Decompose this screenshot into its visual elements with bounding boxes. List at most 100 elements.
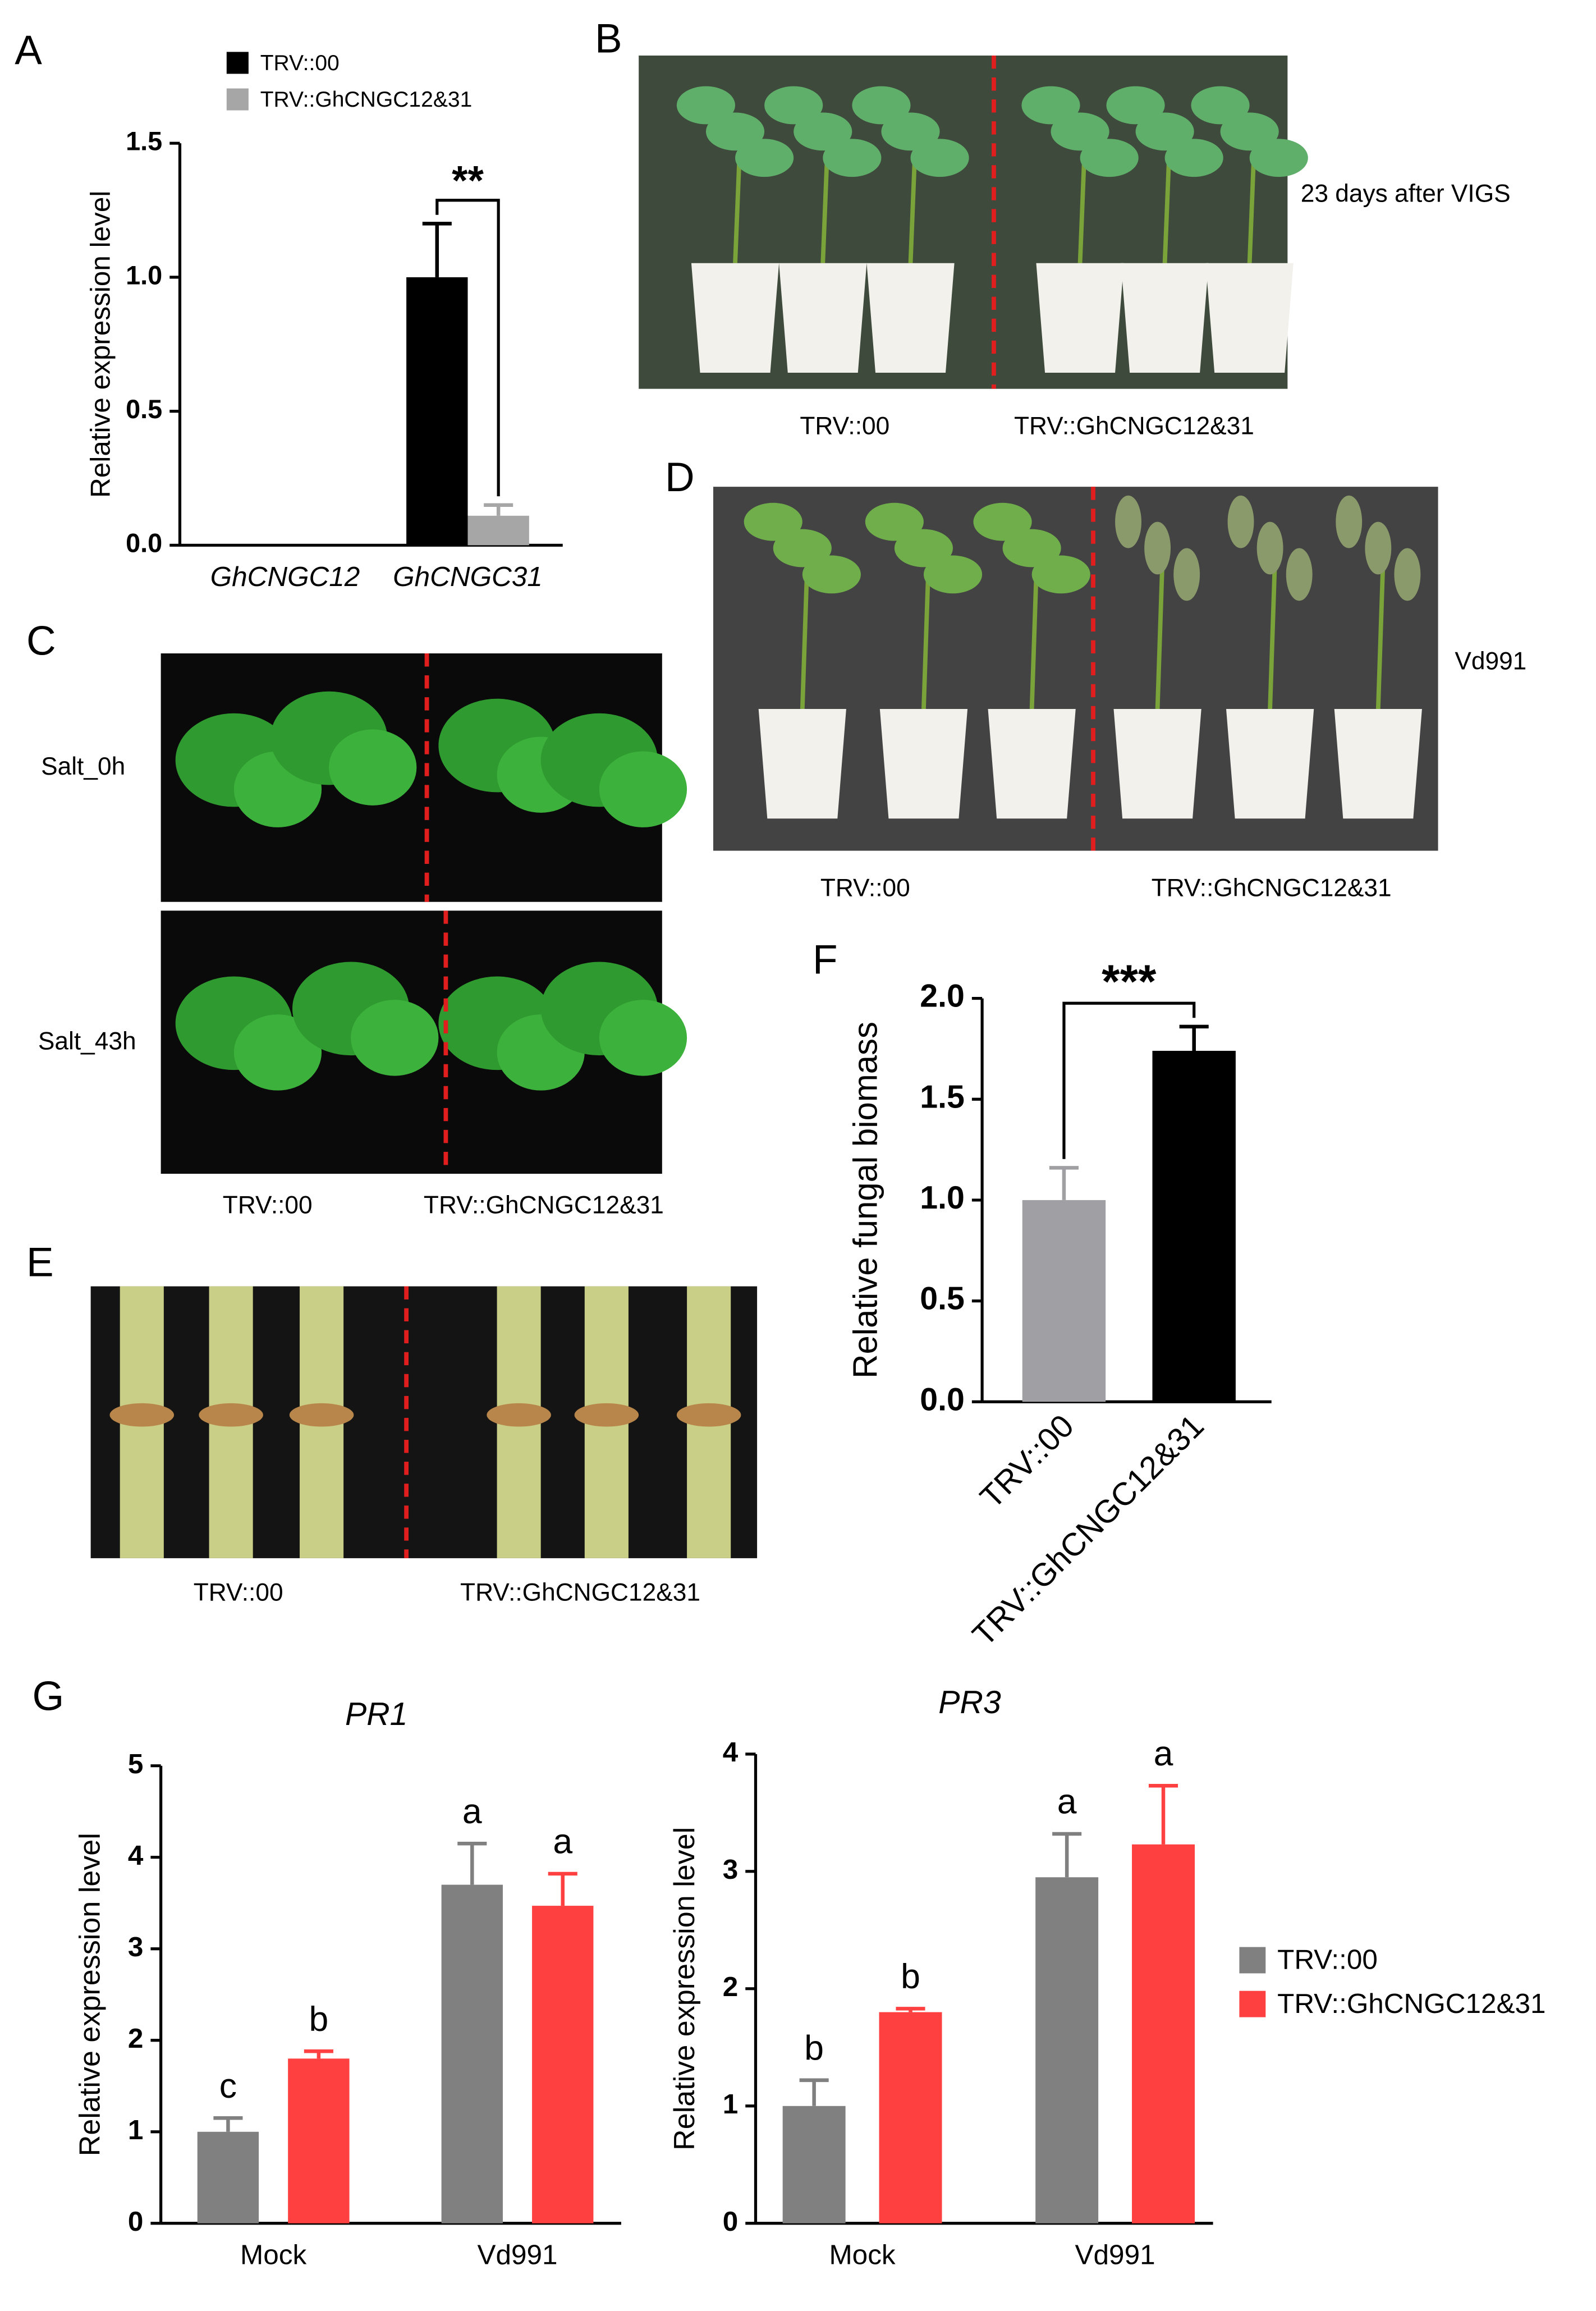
y-tick-label: 2 [128, 2023, 144, 2054]
y-tick-label: 0 [723, 2206, 739, 2237]
leaf [865, 502, 924, 541]
pot [779, 263, 867, 373]
bar [782, 2106, 846, 2223]
leaf [894, 529, 953, 568]
bar [1035, 1877, 1099, 2223]
y-tick-label: 0 [128, 2206, 144, 2237]
photo-caption: TRV::GhCNGC12&31 [1014, 412, 1254, 440]
node [199, 1403, 263, 1427]
x-tick-label: TRV::GhCNGC12&31 [966, 1408, 1211, 1653]
legend-label: TRV::GhCNGC12&31 [260, 88, 473, 112]
panel-label: B [595, 16, 622, 62]
pot [1205, 263, 1294, 373]
photo-caption: TRV::GhCNGC12&31 [424, 1191, 664, 1219]
leaf [1031, 555, 1090, 594]
significance-letter: b [309, 1999, 328, 2039]
significance-mark: ** [452, 158, 484, 203]
leaf [881, 112, 940, 151]
bar [406, 277, 468, 546]
leaf [1021, 86, 1080, 125]
photo-row-label: Salt_0h [41, 753, 125, 780]
leaf [351, 1000, 439, 1076]
legend-swatch [226, 52, 249, 74]
significance-letter: c [219, 2066, 237, 2106]
leaf [599, 1000, 687, 1076]
leaf [1135, 112, 1194, 151]
leaf [1002, 529, 1061, 568]
pot [1121, 263, 1209, 373]
leaf [773, 529, 832, 568]
photo-decor [109, 86, 1422, 1558]
photo-caption: TRV::GhCNGC12&31 [460, 1578, 700, 1606]
bar [288, 2058, 350, 2223]
leaf [1173, 548, 1200, 601]
x-tick-label: Mock [240, 2240, 306, 2271]
x-tick-label: TRV::00 [973, 1408, 1081, 1516]
y-tick-label: 2.0 [920, 978, 965, 1014]
x-tick-label: Vd991 [1075, 2240, 1155, 2271]
significance-letter: a [553, 1822, 572, 1861]
y-tick-label: 0.5 [126, 395, 162, 424]
y-tick-label: 2 [723, 1971, 739, 2002]
leaf [329, 729, 417, 806]
bar [197, 2131, 259, 2223]
pot [1334, 708, 1422, 819]
pot [1036, 263, 1124, 373]
leaf [802, 555, 861, 594]
node [487, 1403, 551, 1427]
photo-caption: TRV::00 [820, 874, 910, 901]
leaf [910, 139, 969, 177]
legend-swatch [1239, 1990, 1266, 2017]
leaf [1256, 521, 1283, 575]
x-tick-label: Vd991 [477, 2240, 557, 2271]
significance-letter: a [462, 1792, 482, 1831]
pot [1113, 708, 1201, 819]
leaf [233, 1014, 322, 1091]
node [109, 1403, 175, 1427]
leaf [599, 751, 687, 827]
leaf [1220, 112, 1279, 151]
panel-label: E [26, 1239, 54, 1285]
leaf [1249, 139, 1308, 177]
photo-e [90, 1286, 758, 1558]
pot [879, 708, 968, 819]
x-tick-label: GhCNGC31 [393, 561, 543, 592]
y-tick-label: 0.5 [920, 1281, 965, 1317]
y-axis-label: Relative expression level [74, 1833, 106, 2156]
leaf [1080, 139, 1139, 177]
x-tick-label: GhCNGC12 [210, 561, 360, 592]
leaf [744, 502, 802, 541]
node [289, 1403, 354, 1427]
leaf [1106, 86, 1165, 125]
legend-label: TRV::00 [1277, 1944, 1378, 1975]
bar [1152, 1050, 1236, 1402]
photo-caption: TRV::00 [194, 1578, 283, 1606]
leaf [1164, 139, 1223, 177]
panel-label: A [15, 28, 42, 74]
photo-row-label: Salt_43h [38, 1028, 136, 1055]
chart-title: PR3 [938, 1685, 1001, 1720]
leaf [1365, 521, 1392, 575]
significance-bracket [1062, 1001, 1196, 1159]
panel-label: F [813, 937, 838, 982]
bar [467, 515, 529, 546]
photo-note: Vd991 [1455, 648, 1526, 675]
leaf [1191, 86, 1250, 125]
leaf [1336, 495, 1363, 548]
leaf [852, 86, 911, 125]
bar [1132, 1844, 1195, 2223]
pot [988, 708, 1076, 819]
y-tick-label: 3 [723, 1854, 739, 1885]
pot [691, 263, 779, 373]
significance-mark: *** [1102, 955, 1157, 1008]
y-tick-label: 1.5 [126, 127, 162, 156]
y-tick-label: 5 [128, 1749, 144, 1779]
panel-label: G [32, 1674, 64, 1719]
y-tick-label: 4 [128, 1840, 144, 1871]
significance-letter: a [1057, 1782, 1077, 1822]
leaf [1286, 548, 1313, 601]
legend-label: TRV::GhCNGC12&31 [1277, 1988, 1545, 2019]
bar [441, 1884, 503, 2223]
y-axis-label: Relative fungal biomass [847, 1022, 884, 1379]
